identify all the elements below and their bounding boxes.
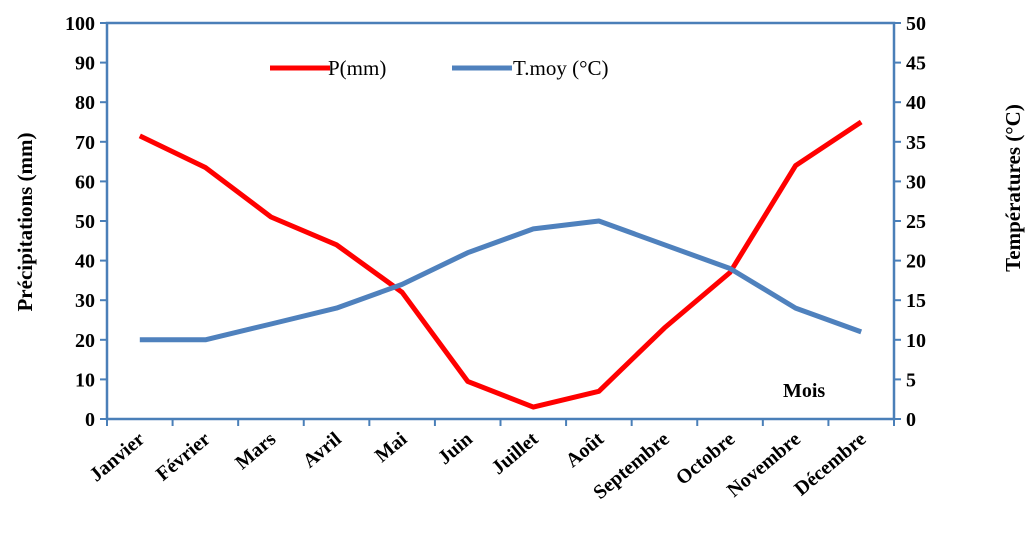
left-axis-ticks: 0 10 20 30 40 50 60 70 80 90 100 <box>65 13 107 431</box>
left-tick-label: 60 <box>75 171 95 193</box>
x-tick-label: Juillet <box>488 428 543 479</box>
right-tick-label: 45 <box>906 53 926 75</box>
x-tick-label: Mars <box>231 428 280 474</box>
x-tick-label: Mai <box>371 428 412 467</box>
x-tick-label: Juin <box>434 428 477 469</box>
legend-label-temp: T.moy (°C) <box>513 56 609 80</box>
legend-label-precip: P(mm) <box>328 56 386 80</box>
right-tick-label: 0 <box>906 409 916 431</box>
right-tick-label: 35 <box>906 132 926 154</box>
x-tick-label: Août <box>562 428 609 472</box>
left-tick-label: 20 <box>75 330 95 352</box>
right-tick-label: 20 <box>906 251 926 273</box>
temperature-line <box>139 218 863 343</box>
left-tick-label: 90 <box>75 53 95 75</box>
right-tick-label: 10 <box>906 330 926 352</box>
right-tick-label: 5 <box>906 369 916 391</box>
left-tick-label: 0 <box>85 409 95 431</box>
left-tick-label: 10 <box>75 369 95 391</box>
right-tick-label: 30 <box>906 171 926 193</box>
left-tick-label: 30 <box>75 290 95 312</box>
right-tick-label: 50 <box>906 13 926 35</box>
x-axis-ticks: Janvier Février Mars Avril Mai Juin Juillet Aoû… <box>86 419 895 504</box>
left-tick-label: 40 <box>75 251 95 273</box>
x-tick-label: Novembre <box>723 428 805 502</box>
plot-area <box>105 21 896 421</box>
right-tick-label: 15 <box>906 290 926 312</box>
x-tick-label: Février <box>152 428 215 486</box>
y-axis-title-right: Températures (°C) <box>1001 104 1025 272</box>
left-tick-label: 80 <box>75 92 95 114</box>
x-tick-label: Avril <box>299 428 346 473</box>
y-axis-title-left: Précipitations (mm) <box>13 132 37 311</box>
right-tick-label: 25 <box>906 211 926 233</box>
x-tick-label: Décembre <box>790 428 870 500</box>
x-tick-label: Janvier <box>86 428 150 486</box>
right-tick-label: 40 <box>906 92 926 114</box>
series-layer <box>138 119 863 410</box>
precipitation-line <box>138 119 863 410</box>
left-tick-label: 50 <box>75 211 95 233</box>
legend: P(mm) T.moy (°C) <box>270 56 609 80</box>
left-tick-label: 100 <box>65 13 95 35</box>
x-axis-title: Mois <box>783 380 825 402</box>
left-tick-label: 70 <box>75 132 95 154</box>
right-axis-ticks: 0 5 10 15 20 25 30 35 40 45 50 <box>894 13 926 431</box>
